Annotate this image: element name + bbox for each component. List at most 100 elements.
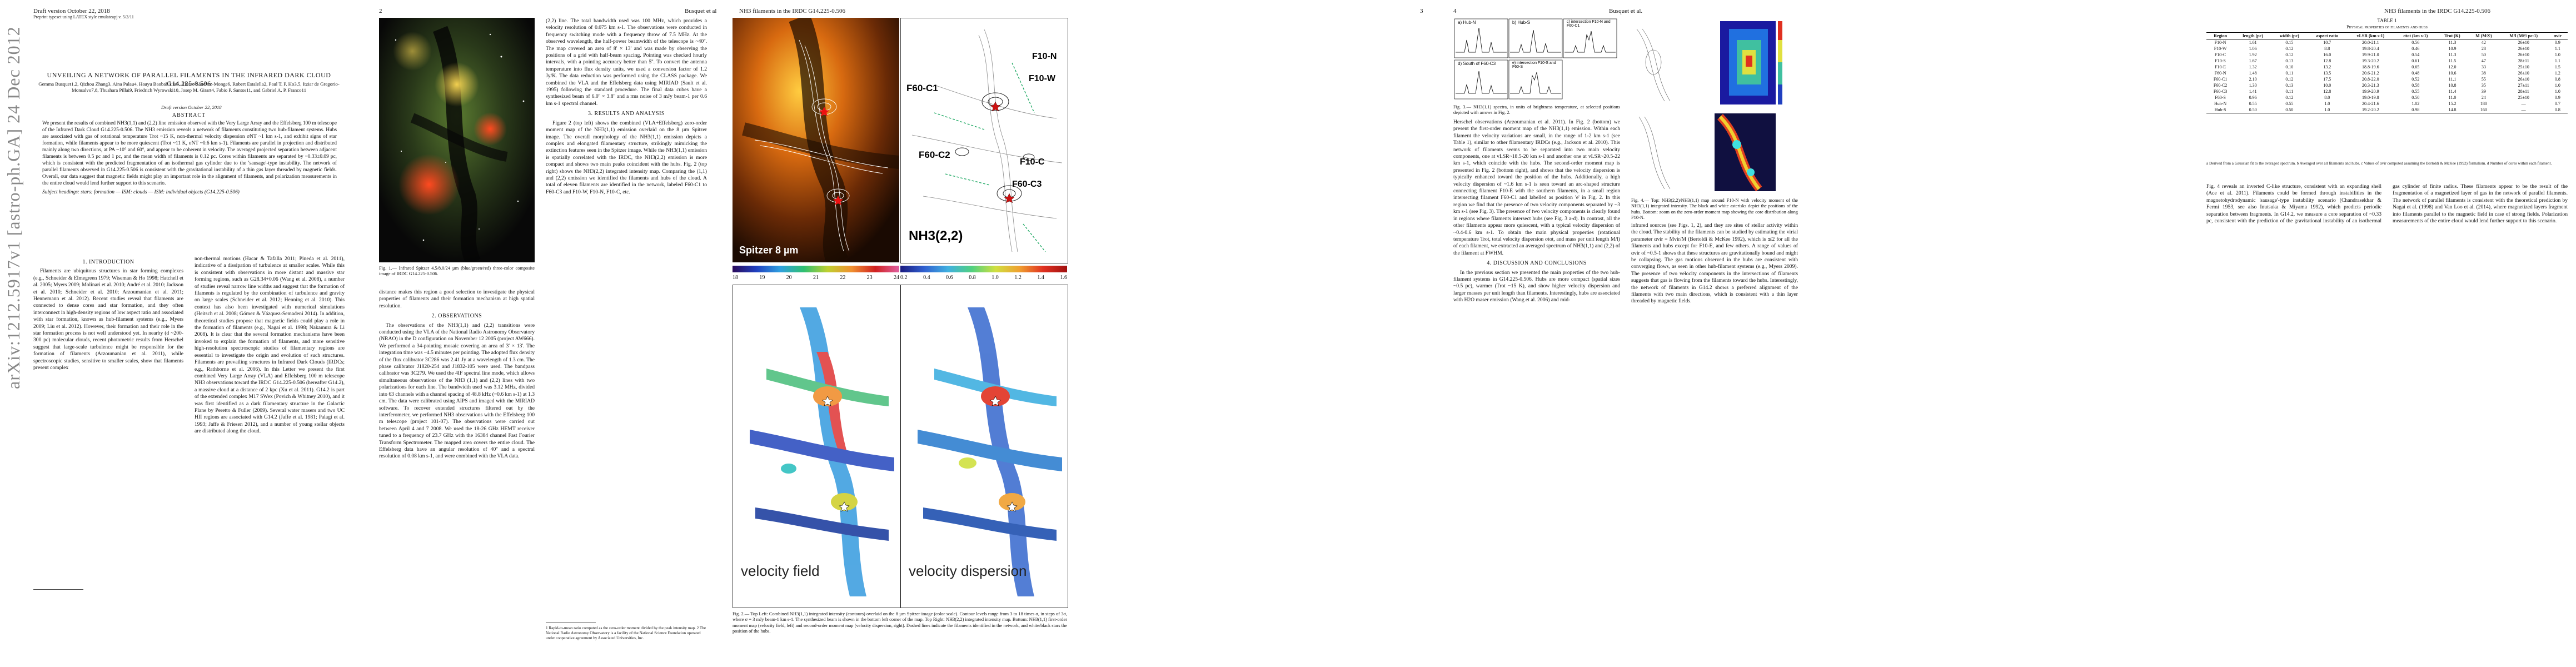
zoom-map-figure	[1631, 111, 1798, 195]
results-text: Figure 2 (top left) shows the combined (…	[546, 120, 707, 195]
table-cell: 0.10	[2285, 64, 2294, 69]
table-cell: 10.8	[2448, 83, 2457, 88]
table-header-cell: M/l (M☉ pc-1)	[2509, 33, 2538, 38]
discussion-heading: 4. DISCUSSION AND CONCLUSIONS	[1487, 260, 1587, 267]
table-cell: 15.2	[2448, 101, 2457, 106]
results-continued: Herschel observations (Arzoumanian et al…	[1453, 119, 1620, 256]
table-cell: —	[2521, 107, 2526, 112]
table-row: F60-N 1.48 0.11 13.5 20.6-21.2 0.48 10.6 38 26±1…	[2206, 70, 2568, 76]
table-cell: 50	[2481, 52, 2486, 57]
table-cell: F60-C3	[2213, 89, 2228, 94]
table-cell: 26±10	[2518, 40, 2529, 45]
footnotes: 1 Rapid-to-mean ratio computed as the ze…	[546, 626, 706, 640]
table-row: F60-C2 1.30 0.13 10.0 20.3-21.3 0.58 10.8 35 27±…	[2206, 82, 2568, 88]
table-cell: 2.10	[2249, 77, 2257, 82]
table-header-cell: σtot (km s-1)	[2403, 33, 2428, 38]
table-cell: 20.3-21.3	[2361, 83, 2379, 88]
table-cell: 12.8	[2323, 89, 2331, 94]
spectra-figure: a) Hub-N b) Hub-S c) intersection F10-N …	[1453, 18, 1620, 101]
table-cell: 55	[2481, 77, 2486, 82]
table-cell: 1.0	[2324, 107, 2330, 112]
table-cell: 0.12	[2285, 52, 2294, 57]
table-cell: 1.06	[2249, 46, 2257, 51]
nh3-11-spitzer-panel: Spitzer 8 µm	[733, 18, 899, 262]
figure-1-caption: Fig. 1.— Infrared Spitzer 4.5/8.0/24 µm …	[379, 266, 535, 277]
table-cell: 26±10	[2518, 77, 2529, 82]
table-header-cell: Region	[2214, 33, 2228, 38]
table-cell: 0.52	[2411, 77, 2420, 82]
table-cell: 1.1	[2554, 46, 2560, 51]
page2-column-1: distance makes this region a good select…	[379, 289, 535, 461]
paper-page-3-left: NH3 filaments in the IRDC G14.225-0.506	[717, 0, 1100, 667]
table-cell: 27±11	[2518, 83, 2529, 88]
page-number-4: 4	[1453, 8, 1457, 14]
nh3-22-panel: F60-C1 F60-C2 F10-W F10-N F10-C F60-C3 N…	[900, 18, 1068, 263]
author-list: Gemma Busquet1,2, Qizhou Zhang3, Aina Pa…	[38, 81, 340, 93]
cb-tick: 22	[840, 275, 846, 281]
intro-heading: 1. INTRODUCTION	[82, 259, 134, 265]
observations-continued: (2,2) line. The total bandwidth used was…	[546, 18, 707, 107]
table-cell: 0.15	[2285, 40, 2294, 45]
properties-table: Region length (pc) width (pc) aspect ratio v…	[2206, 32, 2568, 113]
figure-4-caption: Fig. 4.— Top: NH3(2,2)/NH3(1,1) map arou…	[1631, 198, 1798, 221]
table-cell: 1.32	[2249, 64, 2257, 69]
page4-column-2: infrared sources (see Figs. 1, 2), and t…	[1631, 222, 1798, 306]
panel-label-velocity-field: velocity field	[741, 563, 820, 579]
cb-tick: 0.8	[969, 275, 976, 281]
table-cell: F60-N	[2214, 71, 2226, 76]
table-header-row: Region length (pc) width (pc) aspect ratio v…	[2206, 33, 2568, 39]
table-cell: 0.12	[2285, 46, 2294, 51]
filament-label-f10-n: F10-N	[1032, 52, 1057, 61]
table-cell: 0.11	[2285, 71, 2294, 76]
table-cell: 13.5	[2323, 71, 2331, 76]
table-cell: 0.50	[2249, 107, 2257, 112]
table-cell: 19.8-20.4	[2361, 46, 2379, 51]
abstract-text: We present the results of combined NH3(1…	[42, 120, 337, 196]
cb-tick: 21	[813, 275, 819, 281]
table-row: F10-E 1.32 0.10 13.2 18.8-19.6 0.65 12.0 33 25±1…	[2206, 64, 2568, 70]
observations-text: The observations of the NH3(1,1) and (2,…	[379, 322, 535, 460]
table-cell: 13.2	[2323, 64, 2331, 69]
running-header-4: Busquet et al.	[1609, 8, 1643, 14]
paper-page-4: 4 Busquet et al. a) Hub-N b) Hub-S c) in…	[1448, 0, 1815, 667]
table-cell: 14.8	[2448, 107, 2457, 112]
ratio-map-figure	[1631, 18, 1798, 107]
table-cell: 33	[2481, 64, 2486, 69]
velocity-dispersion-panel: velocity dispersion	[900, 285, 1068, 608]
table-cell: F10-N	[2214, 40, 2226, 45]
preprint-line: Preprint typeset using LATEX style emula…	[33, 14, 134, 19]
cb-tick: 0.6	[946, 275, 953, 281]
table-cell: 1.0	[2554, 83, 2560, 88]
table-cell: 1.67	[2249, 58, 2257, 63]
footnote-rule	[33, 589, 83, 590]
discussion-text: In the previous section we presented the…	[1453, 269, 1620, 303]
table-cell: 26±10	[2518, 52, 2529, 57]
table-cell: 10.7	[2323, 40, 2331, 45]
cb-tick: 23	[866, 275, 873, 281]
table-cell: 0.55	[2411, 89, 2420, 94]
table-cell: 160	[2480, 107, 2487, 112]
cb-tick: 1.0	[991, 275, 999, 281]
table-cell: 1.92	[2249, 52, 2257, 57]
running-header-5: NH3 filaments in the IRDC G14.225-0.506	[2384, 8, 2490, 14]
filament-label-f60-c2: F60-C2	[919, 150, 950, 160]
dispersion-colorbar-ticks: 0.2 0.4 0.6 0.8 1.0 1.2 1.4 1.6	[900, 275, 1067, 281]
intro-column-left: 1. INTRODUCTION Filaments are ubiquitous…	[33, 256, 183, 373]
table-cell: F10-W	[2214, 46, 2227, 51]
table-header-cell: length (pc)	[2243, 33, 2263, 38]
table-cell: —	[2521, 101, 2526, 106]
table-cell: 10.0	[2323, 83, 2331, 88]
table-cell: 10.9	[2448, 46, 2457, 51]
intro-end: distance makes this region a good select…	[379, 289, 535, 309]
table-cell: 0.7	[2554, 101, 2560, 106]
dispersion-colorbar	[900, 266, 1067, 272]
abstract-body: We present the results of combined NH3(1…	[42, 121, 337, 186]
page2-column-2: (2,2) line. The total bandwidth used was…	[546, 18, 707, 197]
table-cell: 0.96	[2249, 95, 2257, 100]
table-cell: 25±10	[2518, 64, 2529, 69]
table-cell: 11.3	[2448, 52, 2457, 57]
cb-tick: 1.6	[1060, 275, 1067, 281]
table-header-cell: vLSR (km s-1)	[2356, 33, 2385, 38]
table-header-cell: width (pc)	[2279, 33, 2299, 38]
page-number-3: 3	[1420, 8, 1423, 14]
